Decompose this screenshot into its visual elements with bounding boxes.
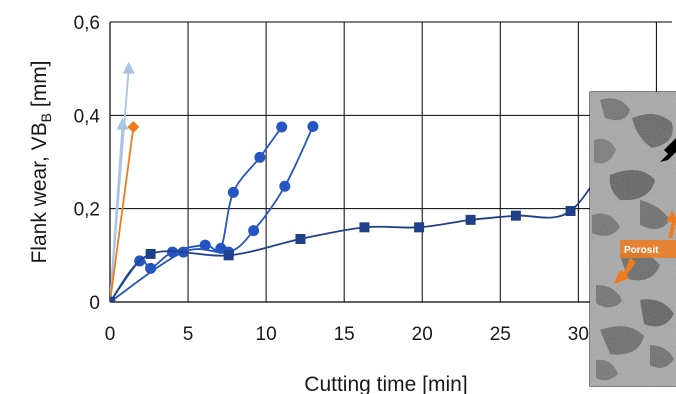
axes [109, 22, 672, 303]
y-axis-title-subscript: B [38, 113, 54, 122]
data-point-triangle [122, 61, 135, 74]
black-arrow-icon [660, 138, 676, 162]
data-point-square [414, 222, 425, 233]
y-axis-title-main: Flank wear, VB [28, 122, 51, 263]
series-line [110, 126, 283, 302]
data-point-square [465, 214, 476, 225]
tick-labels: 0 5 10 15 20 25 30 0 0,2 0,4 0,6 [74, 13, 589, 345]
x-tick-label: 30 [568, 324, 589, 345]
x-tick-label: 20 [412, 324, 433, 345]
data-point-square [110, 297, 115, 302]
series-line [110, 139, 620, 302]
data-point-diamond [127, 121, 140, 133]
data-point-circle [227, 186, 239, 198]
y-tick-label: 0,6 [74, 13, 100, 34]
data-point-square [223, 250, 234, 261]
data-point-circle [248, 225, 260, 237]
y-tick-label: 0,2 [74, 200, 100, 221]
data-series [110, 61, 624, 302]
data-point-square [295, 234, 306, 244]
inset-texture: Porosit [590, 92, 676, 386]
series-circle [110, 121, 288, 302]
data-point-square [359, 222, 370, 233]
series-line [110, 124, 124, 302]
micrograph-inset: Porosit [589, 91, 676, 387]
orange-arrow-up-icon [666, 210, 676, 238]
data-point-square [565, 206, 576, 216]
series-line [110, 126, 314, 302]
data-point-circle [279, 180, 291, 192]
y-tick-label: 0 [89, 293, 100, 314]
inset-annotation: Porosit [624, 245, 659, 256]
data-point-circle [307, 121, 319, 133]
series-square [110, 134, 624, 302]
orange-arrow-down-icon [614, 258, 636, 284]
x-tick-label: 0 [105, 324, 116, 345]
grid-lines [110, 21, 672, 302]
x-tick-label: 25 [490, 324, 511, 345]
data-point-circle [199, 239, 211, 251]
x-tick-label: 15 [334, 324, 355, 345]
y-axis-title-unit: [mm] [28, 60, 51, 113]
series-circle [110, 121, 319, 302]
y-tick-label: 0,4 [74, 106, 101, 127]
y-axis-title: Flank wear, VBB [mm] [28, 60, 54, 263]
data-point-square [145, 248, 156, 259]
x-tick-label: 5 [183, 324, 194, 345]
data-point-circle [254, 151, 266, 163]
data-point-triangle [116, 117, 129, 130]
x-axis-title: Cutting time [min] [304, 373, 467, 394]
data-point-square [510, 210, 521, 221]
series-line [110, 126, 135, 302]
axis-titles: Cutting time [min] Flank wear, VBB [mm] [28, 60, 468, 394]
x-tick-label: 10 [256, 324, 277, 345]
inset-annotation-box [620, 240, 676, 258]
data-point-circle [276, 121, 288, 133]
